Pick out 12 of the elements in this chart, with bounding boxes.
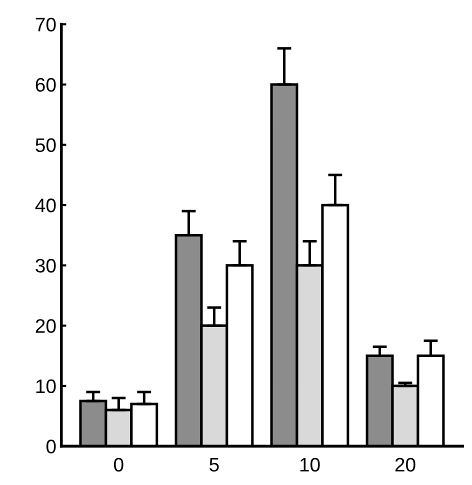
y-tick-label: 70	[36, 18, 56, 32]
y-tick-label: 60	[36, 78, 56, 92]
y-tick-label: 10	[36, 379, 56, 394]
x-tick-label: 5	[210, 458, 219, 472]
y-tick-label: 30	[36, 258, 56, 273]
y-tick-label: 0	[46, 440, 56, 454]
x-tick-label: 10	[300, 458, 320, 472]
y-tick-label: 50	[36, 138, 56, 152]
y-tick-label: 20	[36, 319, 56, 333]
y-tick-label: 40	[35, 198, 56, 212]
x-tick-label: 20	[395, 458, 416, 472]
x-tick-label: 0	[114, 458, 124, 472]
